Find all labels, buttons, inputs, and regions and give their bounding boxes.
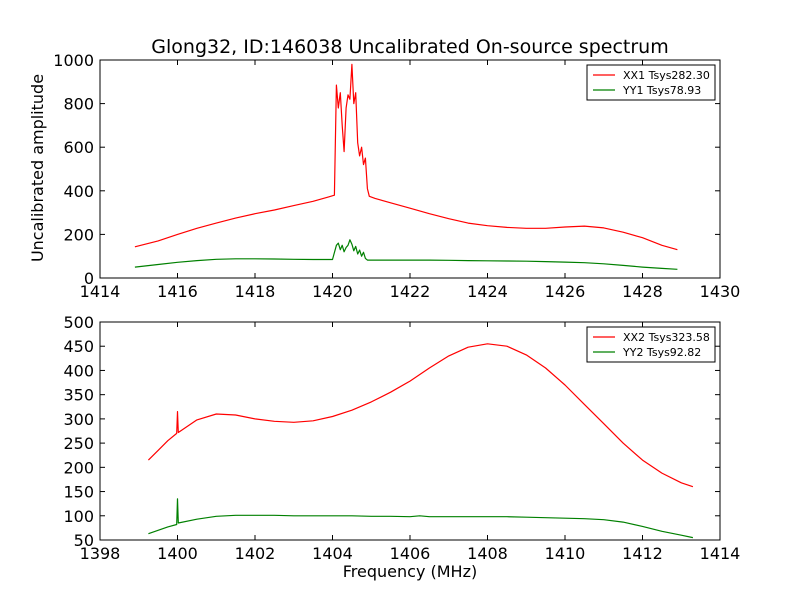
y-axis-label: Uncalibrated amplitude (28, 74, 47, 262)
y-tick-label: 1000 (53, 51, 94, 70)
y-tick-label: 500 (63, 313, 94, 332)
y-tick-label: 800 (63, 95, 94, 114)
legend-label: XX1 Tsys282.30 (623, 69, 710, 82)
x-tick-label: 1414 (80, 282, 121, 301)
x-tick-label: 1406 (390, 544, 431, 563)
x-tick-label: 1416 (157, 282, 198, 301)
y-tick-label: 350 (63, 386, 94, 405)
x-tick-label: 1398 (80, 544, 121, 563)
y-tick-label: 600 (63, 138, 94, 157)
y-tick-label: 150 (63, 483, 94, 502)
y-tick-label: 50 (74, 531, 94, 550)
y-tick-label: 0 (84, 269, 94, 288)
legend-label: XX2 Tsys323.58 (623, 331, 710, 344)
y-tick-label: 250 (63, 434, 94, 453)
legend-label: YY2 Tsys92.82 (622, 346, 701, 359)
x-tick-label: 1404 (312, 544, 353, 563)
x-tick-label: 1402 (235, 544, 276, 563)
y-tick-label: 100 (63, 507, 94, 526)
legend-label: YY1 Tsys78.93 (622, 84, 701, 97)
series-line-yy1 (134, 239, 678, 270)
bottom-spectrum-chart: 1398 1400 1402 1404 1406 1408 1410 1412 1414 50 10… (63, 313, 740, 563)
x-tick-label: 1426 (545, 282, 586, 301)
chart-title: Glong32, ID:146038 Uncalibrated On-sourc… (151, 36, 668, 58)
x-tick-label: 1428 (622, 282, 663, 301)
x-tick-label: 1412 (622, 544, 663, 563)
legend: XX1 Tsys282.30 YY1 Tsys78.93 (586, 64, 716, 101)
x-tick-label: 1422 (390, 282, 431, 301)
x-tick-label: 1420 (312, 282, 353, 301)
legend-box (586, 64, 716, 101)
y-tick-label: 300 (63, 410, 94, 429)
x-tick-label: 1424 (467, 282, 508, 301)
x-tick-label: 1430 (700, 282, 741, 301)
top-spectrum-chart: 1414 1416 1418 1420 1422 1424 1426 1428 1430 0 200… (53, 51, 740, 301)
y-tick-label: 200 (63, 225, 94, 244)
legend-box (586, 326, 716, 363)
x-tick-label: 1410 (545, 544, 586, 563)
x-axis-label: Frequency (MHz) (343, 562, 477, 581)
series-line-xx2 (147, 343, 694, 488)
y-tick-label: 400 (63, 182, 94, 201)
y-tick-label: 450 (63, 337, 94, 356)
x-tick-label: 1418 (235, 282, 276, 301)
legend: XX2 Tsys323.58 YY2 Tsys92.82 (586, 326, 716, 363)
y-tick-label: 200 (63, 458, 94, 477)
x-tick-label: 1400 (157, 544, 198, 563)
series-line-xx1 (134, 63, 678, 251)
x-tick-label: 1414 (700, 544, 741, 563)
x-tick-label: 1408 (467, 544, 508, 563)
series-line-yy2 (148, 498, 694, 539)
y-tick-label: 400 (63, 361, 94, 380)
